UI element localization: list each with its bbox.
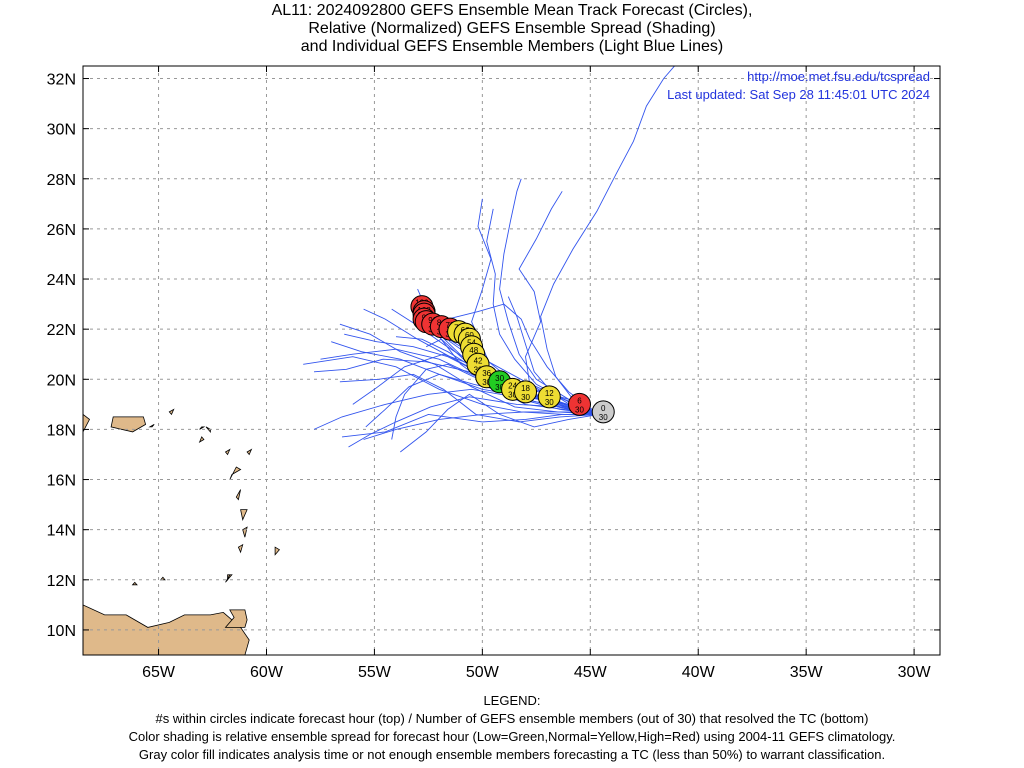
lon-tick-label: 60W (250, 664, 284, 681)
land-polygon (199, 426, 206, 430)
land-polygon (83, 604, 250, 655)
member-count-label: 30 (599, 413, 608, 422)
ensemble-member-track (339, 323, 599, 415)
lat-tick-label: 26N (47, 222, 76, 239)
land-polygon (224, 448, 231, 456)
forecast-hour-label: 12 (545, 389, 554, 398)
lat-tick-label: 24N (47, 272, 76, 289)
forecast-hour-label: 18 (521, 384, 530, 393)
lon-tick-label: 45W (574, 664, 608, 681)
lat-tick-label: 32N (47, 72, 76, 89)
title-line-2: Relative (Normalized) GEFS Ensemble Spre… (308, 20, 716, 37)
ensemble-member-track (303, 356, 599, 415)
lat-tick-label: 20N (47, 372, 76, 389)
member-count-label: 30 (575, 405, 584, 414)
forecast-hour-label: 48 (469, 346, 478, 355)
title-line-1: AL11: 2024092800 GEFS Ensemble Mean Trac… (271, 2, 753, 19)
legend-line-2: Color shading is relative ensemble sprea… (128, 729, 896, 744)
lat-tick-label: 18N (47, 422, 76, 439)
lon-tick-label: 50W (466, 664, 500, 681)
plot-background (83, 66, 940, 655)
lat-tick-label: 12N (47, 573, 76, 590)
plot-frame (82, 65, 941, 656)
land-polygon (224, 609, 248, 628)
member-count-label: 30 (545, 398, 554, 407)
forecast-hour-label: 6 (577, 396, 582, 405)
legend-line-3: Gray color fill indicates analysis time … (138, 747, 886, 762)
forecast-hour-label: 24 (508, 381, 517, 390)
lon-tick-label: 35W (790, 664, 824, 681)
member-count-label: 30 (508, 390, 517, 399)
land-polygon (148, 424, 155, 428)
forecast-hour-label: 30 (495, 374, 504, 383)
grid-layer (83, 66, 940, 655)
lat-tick-label: 16N (47, 473, 76, 490)
last-updated: Last updated: Sat Sep 28 11:45:01 UTC 20… (667, 87, 930, 102)
forecast-circle (514, 380, 538, 404)
land-polygon (246, 448, 253, 456)
title-line-3: and Individual GEFS Ensemble Members (Li… (300, 38, 724, 55)
ensemble-member-track (447, 303, 600, 415)
lon-tick-label: 30W (898, 664, 932, 681)
land-polygon (225, 574, 231, 583)
mean-track-circle: 630 (567, 392, 591, 416)
ensemble-member-track (348, 396, 599, 448)
forecast-circle (537, 385, 561, 409)
member-count-label: 30 (482, 378, 491, 387)
lon-tick-label: 55W (358, 664, 392, 681)
lat-tick-label: 30N (47, 122, 76, 139)
forecast-circle (567, 392, 591, 416)
land-polygon (235, 489, 241, 501)
land-polygon (168, 408, 175, 416)
land-polygon (240, 509, 248, 522)
legend-heading: LEGEND: (483, 693, 541, 708)
mean-track-circle: 030 (591, 400, 615, 424)
ensemble-member-track (363, 411, 599, 440)
lon-tick-label: 40W (682, 664, 716, 681)
land-polygon (237, 543, 244, 554)
mean-track-layer: 1202811430108301023096309030843078307230… (410, 295, 615, 424)
land-polygon (205, 426, 211, 433)
forecast-hour-label: 36 (482, 369, 491, 378)
lat-tick-label: 22N (47, 322, 76, 339)
member-count-label: 30 (495, 383, 504, 392)
land-polygon (83, 413, 91, 433)
land-polygon (131, 581, 138, 586)
forecast-hour-label: 0 (601, 404, 606, 413)
land-polygon (229, 466, 242, 480)
ensemble-member-track (339, 373, 599, 423)
source-url[interactable]: http://moe.met.fsu.edu/tcspread (747, 69, 930, 84)
forecast-circle (591, 400, 615, 424)
forecast-hour-label: 42 (474, 356, 483, 365)
land-polygon (274, 546, 281, 556)
axis-layer: 65W 60W 55W 50W 45W 40W 35W 30W 10N 12N 14N 16N 18N 2… (47, 66, 940, 681)
land-layer (83, 408, 281, 655)
member-count-label: 30 (521, 393, 530, 402)
lat-tick-label: 10N (47, 623, 76, 640)
land-polygon (110, 416, 147, 433)
land-polygon (198, 436, 205, 443)
legend-line-1: #s within circles indicate forecast hour… (155, 711, 869, 726)
lon-tick-label: 65W (142, 664, 176, 681)
lat-tick-label: 28N (47, 172, 76, 189)
lat-tick-label: 14N (47, 523, 76, 540)
